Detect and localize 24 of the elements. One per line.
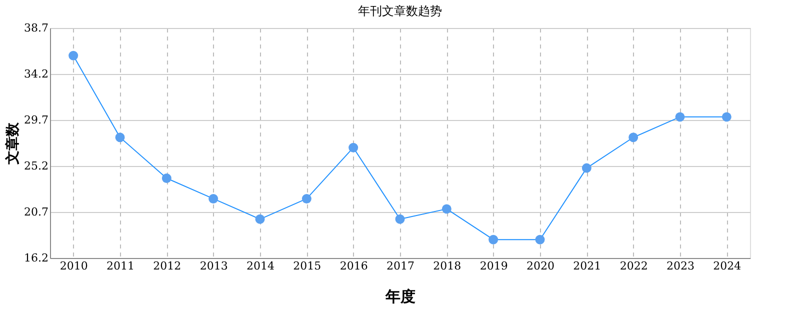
x-tick-label: 2023 bbox=[666, 260, 694, 272]
chart-title: 年刊文章数趋势 bbox=[358, 4, 442, 18]
x-tick-label: 2020 bbox=[526, 260, 554, 272]
x-tick-label: 2016 bbox=[340, 260, 368, 272]
x-tick-label: 2015 bbox=[293, 260, 322, 272]
x-tick-label: 2013 bbox=[200, 260, 228, 272]
y-tick-label: 29.7 bbox=[24, 114, 48, 126]
y-tick-label: 20.7 bbox=[24, 206, 48, 218]
y-tick-label: 25.2 bbox=[24, 160, 48, 172]
y-tick-label: 38.7 bbox=[24, 22, 48, 34]
x-tick-label: 2022 bbox=[620, 260, 648, 272]
x-tick-label: 2021 bbox=[573, 260, 602, 272]
x-tick-label: 2010 bbox=[60, 260, 88, 272]
y-axis-title: 文章数 bbox=[4, 122, 22, 166]
x-tick-label: 2017 bbox=[386, 260, 414, 272]
x-tick-label: 2014 bbox=[246, 260, 274, 272]
x-tick-label: 2019 bbox=[480, 260, 508, 272]
x-tick-label: 2011 bbox=[106, 260, 134, 272]
x-tick-label: 2024 bbox=[713, 260, 742, 272]
x-axis-title: 年度 bbox=[384, 288, 416, 306]
y-tick-label: 34.2 bbox=[24, 68, 48, 80]
y-tick-label: 16.2 bbox=[24, 252, 48, 264]
x-tick-label: 2012 bbox=[153, 260, 182, 272]
x-tick-label: 2018 bbox=[433, 260, 462, 272]
